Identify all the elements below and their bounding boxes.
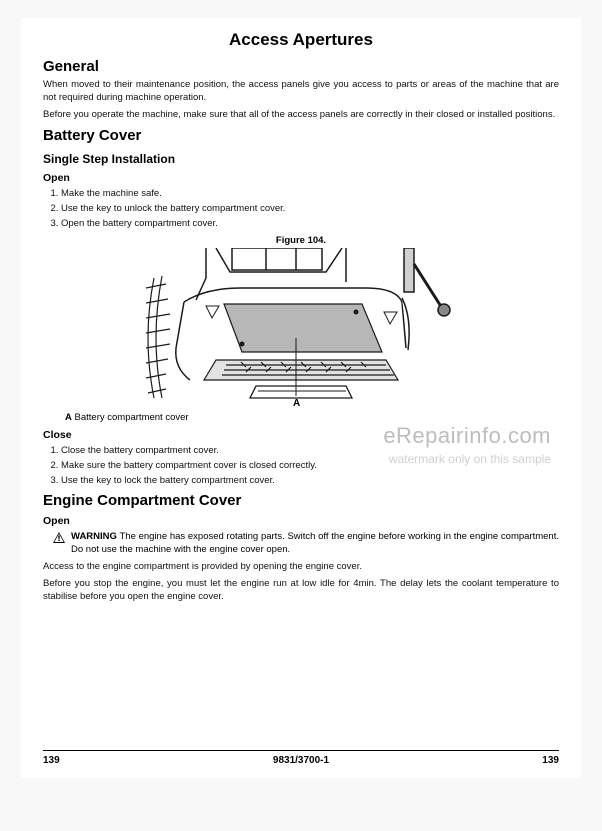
warning-icon <box>53 532 65 543</box>
general-p2: Before you operate the machine, make sur… <box>43 109 559 122</box>
warning-label: WARNING <box>71 531 117 542</box>
figure-caption: Figure 104. <box>43 235 559 246</box>
list-item: Make the machine safe. <box>61 188 559 199</box>
list-item: Make sure the battery compartment cover … <box>61 460 559 471</box>
footer-left: 139 <box>43 755 60 766</box>
close-steps-list: Close the battery compartment cover. Mak… <box>61 445 559 486</box>
heading-open: Open <box>43 172 559 184</box>
open-steps-list: Make the machine safe. Use the key to un… <box>61 188 559 229</box>
warning-body: The engine has exposed rotating parts. S… <box>71 531 559 555</box>
heading-close: Close <box>43 429 559 441</box>
heading-engine-cover: Engine Compartment Cover <box>43 492 559 509</box>
document-page: Access Apertures General When moved to t… <box>21 18 581 778</box>
svg-text:A: A <box>293 398 300 408</box>
list-item: Use the key to unlock the battery compar… <box>61 203 559 214</box>
heading-single-step: Single Step Installation <box>43 152 559 166</box>
page-footer: 139 9831/3700-1 139 <box>43 750 559 766</box>
heading-general: General <box>43 58 559 75</box>
list-item: Open the battery compartment cover. <box>61 218 559 229</box>
engine-p2: Before you stop the engine, you must let… <box>43 578 559 604</box>
heading-battery-cover: Battery Cover <box>43 127 559 144</box>
figure-label-a: A Battery compartment cover <box>65 412 559 423</box>
label-a-text: Battery compartment cover <box>72 412 189 423</box>
engine-p1: Access to the engine compartment is prov… <box>43 561 559 574</box>
page-title: Access Apertures <box>43 30 559 50</box>
battery-cover-diagram: A <box>146 248 456 408</box>
label-a-letter: A <box>65 412 72 423</box>
heading-engine-open: Open <box>43 515 559 527</box>
general-p1: When moved to their maintenance position… <box>43 79 559 105</box>
footer-right: 139 <box>542 755 559 766</box>
warning-block: WARNING The engine has exposed rotating … <box>53 531 559 557</box>
warning-text: WARNING The engine has exposed rotating … <box>71 531 559 557</box>
footer-center: 9831/3700-1 <box>273 755 329 766</box>
list-item: Close the battery compartment cover. <box>61 445 559 456</box>
list-item: Use the key to lock the battery compartm… <box>61 475 559 486</box>
figure-104: A <box>146 248 456 408</box>
